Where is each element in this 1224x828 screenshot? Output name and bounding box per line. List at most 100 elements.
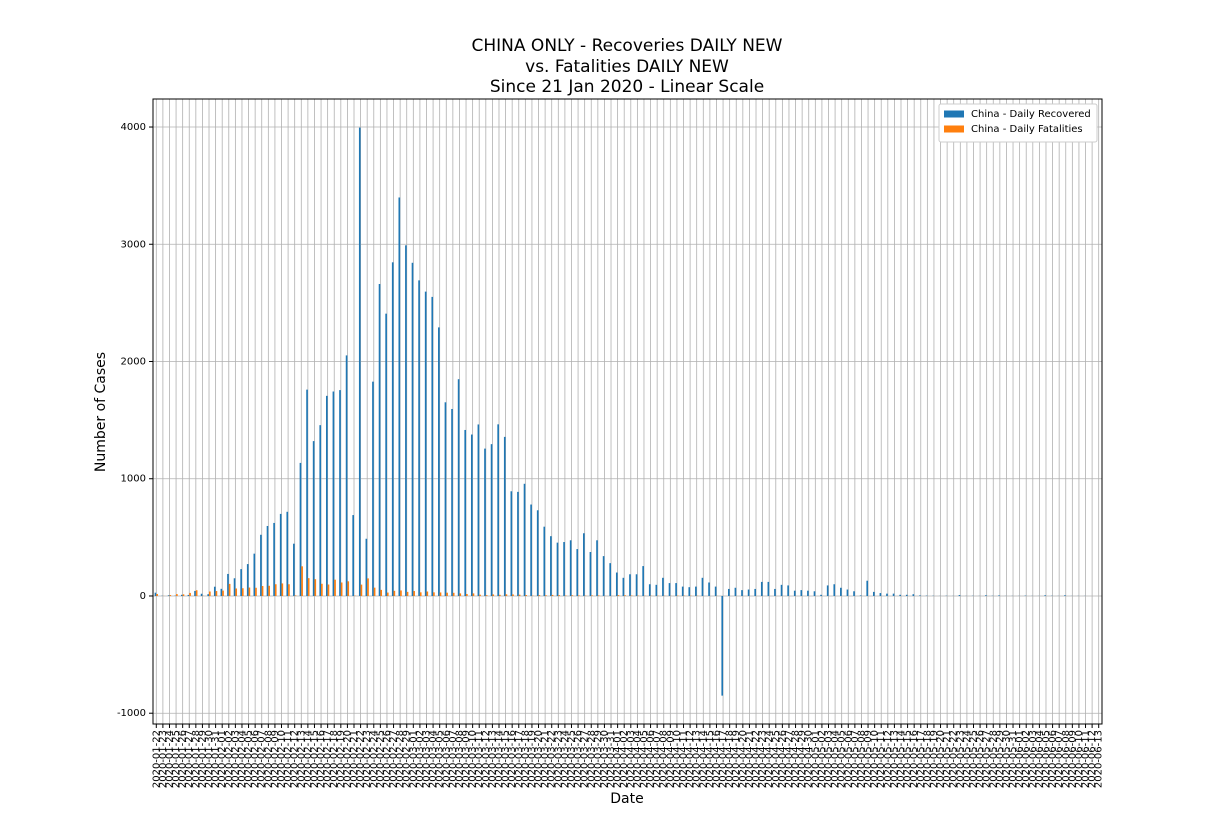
x-tick-label: 2020-04-06 <box>646 730 657 788</box>
bar <box>306 389 308 596</box>
x-tick-label: 2020-02-29 <box>402 730 413 788</box>
x-tick-label: 2020-02-06 <box>250 730 261 788</box>
bar <box>228 583 231 596</box>
x-tick-label: 2020-03-13 <box>487 730 498 788</box>
bar <box>826 585 829 596</box>
x-tick-label: 2020-02-26 <box>382 730 393 788</box>
x-tick-label: 2020-04-25 <box>771 730 782 788</box>
bar <box>268 585 270 596</box>
x-tick-label: 2020-02-16 <box>316 730 327 788</box>
bar <box>492 594 495 596</box>
bar <box>227 573 229 596</box>
x-tick-label: 2020-05-16 <box>909 730 920 788</box>
bar <box>615 572 618 596</box>
plot-frame <box>152 98 1103 725</box>
bar <box>378 284 381 596</box>
legend-swatch <box>944 110 964 118</box>
x-tick-label: 2020-02-01 <box>217 730 228 788</box>
bar <box>536 510 539 596</box>
x-tick-label: 2020-03-29 <box>593 730 604 788</box>
bar <box>207 594 210 596</box>
bar <box>339 390 341 596</box>
y-tick-label: -1000 <box>117 708 146 719</box>
x-tick-label: 2020-03-31 <box>606 730 617 788</box>
x-tick-label: 2020-04-05 <box>639 730 650 788</box>
bar <box>220 588 223 596</box>
bar <box>261 586 264 596</box>
bar <box>754 588 757 596</box>
bar <box>591 595 593 596</box>
bar <box>299 462 302 596</box>
x-tick-label: 2020-03-05 <box>435 730 446 788</box>
x-tick-label: 2020-04-03 <box>626 730 637 788</box>
x-tick-label: 2020-06-04 <box>1034 730 1045 788</box>
bar <box>708 582 710 596</box>
bar <box>209 591 211 596</box>
bar <box>235 588 238 596</box>
bar <box>400 590 402 596</box>
bar <box>464 429 467 596</box>
bar <box>728 588 730 596</box>
bar <box>503 436 506 596</box>
bar <box>675 583 677 596</box>
chart-title: CHINA ONLY - Recoveries DAILY NEW <box>472 36 783 56</box>
x-tick-label: 2020-04-24 <box>764 730 775 788</box>
bar <box>406 591 409 596</box>
x-tick-label: 2020-06-09 <box>1067 730 1078 788</box>
bar <box>380 589 383 596</box>
x-tick-label: 2020-01-27 <box>184 730 195 788</box>
bar <box>365 538 368 596</box>
bar <box>545 595 547 596</box>
x-tick-label: 2020-05-07 <box>850 730 861 788</box>
x-tick-label: 2020-04-19 <box>731 730 742 788</box>
x-tick-label: 2020-05-29 <box>995 730 1006 788</box>
bar <box>635 574 638 596</box>
bar <box>602 556 605 596</box>
bar <box>398 197 401 596</box>
x-tick-label: 2020-02-17 <box>323 730 334 788</box>
x-tick-label: 2020-05-12 <box>883 730 894 788</box>
x-tick-label: 2020-01-29 <box>197 730 208 788</box>
x-tick-label: 2020-03-08 <box>454 730 465 788</box>
bar <box>820 594 822 596</box>
legend-label: China - Daily Fatalities <box>971 124 1083 135</box>
x-tick-label: 2020-04-28 <box>791 730 802 788</box>
bar <box>543 526 546 596</box>
x-tick-label: 2020-04-07 <box>652 730 663 788</box>
bar <box>596 540 598 596</box>
bar <box>411 262 414 596</box>
x-tick-label: 2020-01-23 <box>158 730 169 788</box>
bar <box>597 595 600 596</box>
x-tick-label: 2020-02-20 <box>342 730 353 788</box>
bar <box>215 591 218 596</box>
x-tick-label: 2020-05-18 <box>922 730 933 788</box>
x-tick-label: 2020-05-06 <box>843 730 854 788</box>
bar <box>358 127 361 596</box>
bar <box>181 594 183 596</box>
x-tick-label: 2020-04-08 <box>659 730 670 788</box>
bar <box>321 583 323 596</box>
bar <box>477 424 480 596</box>
x-tick-label: 2020-03-22 <box>547 730 558 788</box>
x-tick-label: 2020-04-09 <box>665 730 676 788</box>
x-tick-label: 2020-03-23 <box>553 730 564 788</box>
bar <box>307 578 310 596</box>
bar <box>622 577 625 596</box>
bar <box>681 586 684 596</box>
bar <box>385 313 387 596</box>
x-axis-label: Date <box>610 791 643 807</box>
x-tick-label: 2020-06-12 <box>1087 730 1098 788</box>
bar <box>490 444 493 596</box>
bar <box>688 587 691 596</box>
x-tick-label: 2020-02-07 <box>257 730 268 788</box>
x-tick-label: 2020-03-10 <box>468 730 479 788</box>
bar <box>846 589 849 596</box>
bar <box>426 591 429 596</box>
bar <box>578 595 580 596</box>
bar <box>497 424 499 596</box>
bar <box>780 584 783 596</box>
bar <box>281 583 284 596</box>
bar <box>187 594 190 596</box>
bar <box>484 448 486 596</box>
x-tick-label: 2020-06-10 <box>1074 730 1085 788</box>
